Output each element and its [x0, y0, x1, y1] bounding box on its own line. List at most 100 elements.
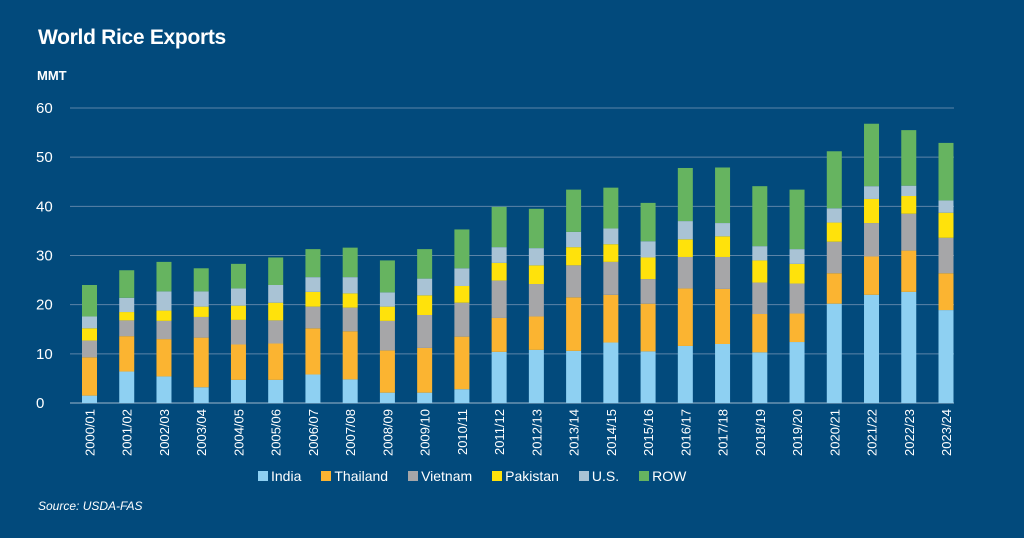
bar-segment-vietnam — [566, 265, 582, 298]
bar-segment-row — [752, 186, 768, 247]
bar-segment-vietnam — [268, 320, 284, 344]
bar-segment-india — [826, 303, 842, 403]
bar-stack — [268, 257, 284, 403]
bar-segment-india — [119, 371, 135, 403]
bar-stack — [938, 142, 954, 403]
bar-segment-us — [528, 248, 544, 266]
bar-segment-pakistan — [119, 312, 135, 321]
bar-stack — [715, 167, 731, 403]
bar-segment-vietnam — [752, 282, 768, 315]
bar-segment-india — [82, 395, 97, 403]
x-tick-label: 2013/14 — [567, 409, 582, 456]
bar-stack — [864, 123, 880, 403]
bar-segment-thailand — [156, 339, 172, 377]
legend-swatch — [492, 471, 503, 481]
x-tick-label: 2008/09 — [380, 409, 395, 456]
bar-segment-row — [119, 270, 135, 298]
y-axis-label: MMT — [37, 68, 67, 83]
legend-label: Thailand — [334, 468, 389, 484]
bar-stack — [826, 151, 842, 403]
bar-segment-india — [677, 345, 693, 403]
x-tick-label: 2003/04 — [194, 409, 209, 456]
bar-segment-row — [193, 268, 209, 292]
x-tick-label: 2018/19 — [753, 409, 768, 456]
x-tick-label: 2022/23 — [902, 409, 917, 456]
bar-segment-vietnam — [789, 283, 805, 314]
bar-segment-india — [901, 291, 917, 403]
bar-segment-pakistan — [826, 222, 842, 242]
bar-segment-row — [379, 260, 395, 293]
bar-segment-vietnam — [603, 261, 619, 295]
legend-item: India — [258, 468, 301, 484]
bar-segment-row — [305, 249, 321, 278]
x-tick-label: 2009/10 — [418, 409, 433, 456]
bar-segment-india — [789, 342, 805, 403]
bar-segment-row — [566, 189, 582, 232]
bar-segment-us — [752, 246, 768, 261]
bar-segment-pakistan — [454, 285, 470, 303]
x-tick-label: 2012/13 — [529, 409, 544, 456]
bar-stack — [901, 130, 917, 403]
bar-segment-thailand — [82, 357, 97, 396]
bar-segment-vietnam — [119, 320, 135, 337]
bar-segment-vietnam — [491, 280, 507, 318]
bar-segment-row — [268, 257, 284, 285]
bar-segment-vietnam — [193, 316, 209, 338]
bar-segment-row — [491, 206, 507, 248]
bar-segment-row — [789, 189, 805, 250]
bar-segment-pakistan — [305, 291, 321, 307]
x-tick-label: 2020/21 — [827, 409, 842, 456]
bar-segment-us — [454, 268, 470, 286]
bar-segment-vietnam — [901, 213, 917, 251]
x-tick-label: 2019/20 — [790, 409, 805, 456]
bar-segment-us — [305, 277, 321, 292]
bar-segment-thailand — [864, 256, 880, 295]
bar-stack — [342, 247, 358, 403]
bar-stack — [305, 249, 321, 403]
bar-stack — [82, 285, 97, 403]
bar-segment-thailand — [119, 336, 135, 372]
bar-segment-thailand — [454, 336, 470, 390]
bar-segment-row — [677, 167, 693, 222]
bar-stack — [379, 260, 395, 403]
bar-segment-pakistan — [82, 328, 97, 341]
bar-segment-pakistan — [603, 244, 619, 262]
bar-segment-pakistan — [342, 293, 358, 308]
bar-stack — [752, 186, 768, 403]
bar-stack — [417, 249, 433, 403]
bar-segment-us — [901, 185, 917, 197]
bar-segment-us — [640, 241, 656, 258]
bar-segment-india — [640, 351, 656, 403]
bar-segment-us — [82, 316, 97, 329]
bar-segment-row — [603, 187, 619, 229]
bar-segment-us — [603, 228, 619, 245]
bar-segment-us — [119, 297, 135, 313]
bar-segment-india — [454, 389, 470, 403]
legend-item: U.S. — [578, 468, 619, 484]
bar-segment-india — [156, 376, 172, 403]
bar-segment-thailand — [789, 313, 805, 343]
bar-segment-us — [864, 186, 880, 199]
legend-label: Vietnam — [421, 468, 473, 484]
bar-segment-thailand — [677, 288, 693, 346]
legend-item: Pakistan — [492, 468, 559, 484]
bar-segment-pakistan — [752, 260, 768, 283]
bar-segment-vietnam — [305, 306, 321, 329]
bar-stack — [640, 202, 656, 403]
legend-swatch — [578, 471, 589, 481]
bar-segment-vietnam — [342, 307, 358, 332]
bar-segment-us — [268, 285, 284, 303]
bar-segment-pakistan — [640, 257, 656, 280]
legend-label: ROW — [652, 468, 687, 484]
bar-segment-row — [156, 261, 172, 292]
bar-segment-vietnam — [677, 256, 693, 289]
bar-stack — [156, 261, 172, 403]
x-tick-label: 2021/22 — [865, 409, 880, 456]
bar-segment-india — [230, 379, 246, 403]
bar-segment-india — [864, 294, 880, 403]
bar-segment-vietnam — [82, 340, 97, 358]
bar-segment-pakistan — [566, 247, 582, 266]
y-tick-label: 30 — [36, 248, 53, 265]
bar-segment-us — [938, 200, 954, 213]
y-tick-label: 60 — [36, 100, 53, 117]
